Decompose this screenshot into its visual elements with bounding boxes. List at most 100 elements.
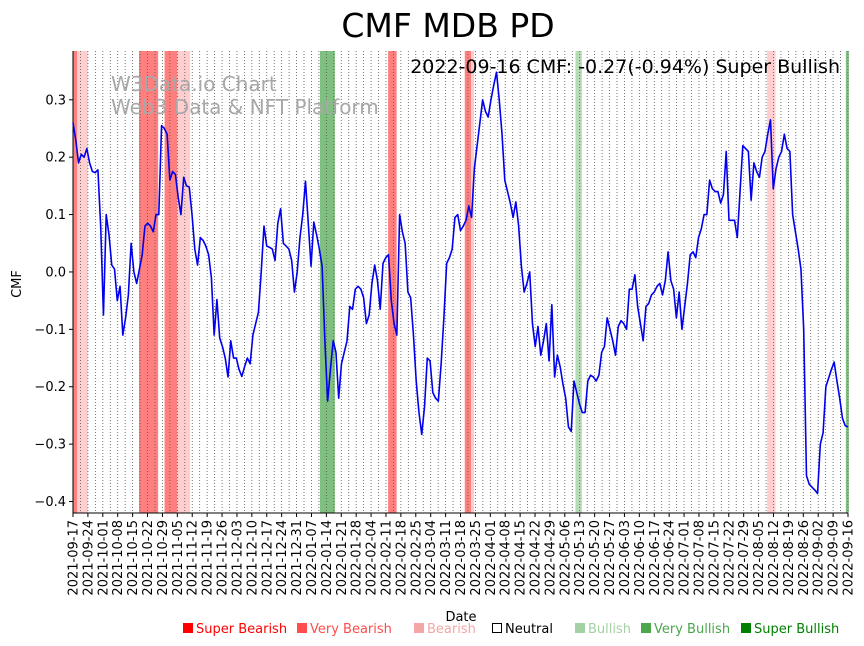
legend-item-bearish: Bearish <box>414 622 476 637</box>
y-tick-label: −0.1 <box>34 323 66 338</box>
x-tick-label: 2022-01-21 <box>335 520 350 596</box>
cmf-series-line <box>72 71 849 495</box>
legend-item-super-bearish: Super Bearish <box>183 622 287 637</box>
x-tick-label: 2022-04-29 <box>543 520 558 596</box>
x-tick-label: 2022-02-18 <box>394 520 409 596</box>
x-tick-label: 2022-06-10 <box>633 520 648 596</box>
watermark-line-2: Web3 Data & NFT Platform <box>111 95 379 119</box>
chart-title: CMF MDB PD <box>341 6 554 45</box>
x-tick-label: 2022-07-22 <box>722 520 737 596</box>
y-tick-label: 0.0 <box>45 265 66 280</box>
legend-swatch <box>297 623 307 633</box>
x-tick-label: 2022-01-28 <box>350 520 365 596</box>
legend-label: Very Bearish <box>310 622 392 637</box>
x-tick-label: 2022-02-11 <box>379 520 394 596</box>
x-tick-label: 2021-10-15 <box>126 520 141 596</box>
y-tick-label: 0.3 <box>45 93 66 108</box>
x-tick-label: 2022-04-01 <box>484 520 499 596</box>
x-tick-label: 2022-05-27 <box>603 520 618 596</box>
legend-swatch <box>492 623 502 633</box>
legend-swatch <box>414 623 424 633</box>
signal-band-bearish <box>177 51 191 513</box>
legend-swatch <box>575 623 585 633</box>
x-tick-label: 2021-12-03 <box>230 520 245 596</box>
x-tick-label: 2021-11-26 <box>216 520 231 596</box>
x-tick-label: 2022-05-13 <box>573 520 588 596</box>
x-tick-label: 2022-09-16 <box>842 520 857 596</box>
x-tick-label: 2022-07-08 <box>692 520 707 596</box>
x-tick-label: 2022-08-26 <box>797 520 812 596</box>
x-axis-label: Date <box>445 610 476 625</box>
legend-item-very-bullish: Very Bullish <box>641 622 730 637</box>
legend-label: Bearish <box>427 622 476 637</box>
legend-label: Bullish <box>588 622 631 637</box>
legend-item-bullish: Bullish <box>575 622 631 637</box>
x-tick-label: 2022-06-17 <box>648 520 663 596</box>
x-tick-label: 2022-03-11 <box>439 520 454 596</box>
y-tick-label: −0.2 <box>34 380 66 395</box>
x-tick-label: 2022-06-24 <box>663 520 678 596</box>
x-tick-label: 2022-03-18 <box>454 520 469 596</box>
legend-swatch <box>741 623 751 633</box>
legend-label: Super Bullish <box>754 622 839 637</box>
signal-band-bullish <box>575 51 582 513</box>
x-tick-label: 2022-08-05 <box>752 520 767 596</box>
x-tick-label: 2021-10-29 <box>156 520 171 596</box>
x-tick-label: 2022-07-15 <box>707 520 722 596</box>
legend-swatch <box>641 623 651 633</box>
x-ticks: 2021-09-17 2021-09-24 2021-10-01 2021-10-08… <box>67 513 857 596</box>
x-tick-label: 2021-12-17 <box>260 520 275 596</box>
chart-subtitle: 2022-09-16 CMF: -0.27(-0.94%) Super Bull… <box>410 56 840 78</box>
x-tick-label: 2022-02-04 <box>365 520 380 596</box>
vertical-gridlines <box>72 51 849 513</box>
signal-bands <box>73 51 849 513</box>
legend-item-very-bearish: Very Bearish <box>297 622 392 637</box>
watermark: W3Data.io Chart Web3 Data & NFT Platform <box>111 72 379 119</box>
legend-item-super-bullish: Super Bullish <box>741 622 839 637</box>
x-tick-label: 2021-10-01 <box>96 520 111 596</box>
signal-band-bearish <box>471 51 475 513</box>
legend-swatch <box>183 623 193 633</box>
signal-band-very-bearish <box>388 51 397 513</box>
x-tick-label: 2022-04-22 <box>529 520 544 596</box>
signal-band-bearish <box>767 51 776 513</box>
x-tick-label: 2022-04-08 <box>499 520 514 596</box>
legend-label: Super Bearish <box>196 622 287 637</box>
x-tick-label: 2021-11-19 <box>201 520 216 596</box>
x-tick-label: 2022-05-20 <box>588 520 603 596</box>
y-axis-label: CMF <box>10 270 25 298</box>
y-tick-label: −0.4 <box>34 495 66 510</box>
x-tick-label: 2022-01-14 <box>320 520 335 596</box>
signal-band-very-bearish <box>73 51 78 513</box>
x-tick-label: 2021-09-17 <box>67 520 82 596</box>
x-tick-label: 2021-10-08 <box>111 520 126 596</box>
x-tick-label: 2022-07-01 <box>678 520 693 596</box>
legend-item-neutral: Neutral <box>492 622 553 637</box>
y-tick-label: 0.1 <box>45 208 66 223</box>
legend: Super Bearish Very Bearish Bearish Neutral B… <box>183 622 839 637</box>
x-tick-label: 2022-05-06 <box>558 520 573 596</box>
legend-label: Very Bullish <box>654 622 730 637</box>
x-tick-label: 2022-02-25 <box>409 520 424 596</box>
y-tick-label: −0.3 <box>34 438 66 453</box>
x-tick-label: 2022-09-09 <box>827 520 842 596</box>
x-tick-label: 2021-11-05 <box>171 520 186 596</box>
y-tick-label: 0.2 <box>45 151 66 166</box>
signal-band-very-bullish <box>319 51 335 513</box>
x-tick-label: 2022-01-07 <box>305 520 320 596</box>
signal-band-very-bullish <box>845 51 849 513</box>
legend-label: Neutral <box>505 622 553 637</box>
y-ticks: −0.4 −0.3 −0.2 −0.1 0.0 0.1 0.2 0.3 <box>34 93 73 510</box>
signal-band-bearish <box>77 51 88 513</box>
x-tick-label: 2021-12-10 <box>245 520 260 596</box>
x-tick-label: 2022-03-04 <box>424 520 439 596</box>
x-tick-label: 2022-07-29 <box>737 520 752 596</box>
x-tick-label: 2021-11-12 <box>186 520 201 596</box>
watermark-line-1: W3Data.io Chart <box>111 72 277 96</box>
x-tick-label: 2021-10-22 <box>141 520 156 596</box>
x-tick-label: 2022-08-19 <box>782 520 797 596</box>
signal-band-very-bearish <box>139 51 159 513</box>
x-tick-label: 2022-08-12 <box>767 520 782 596</box>
x-tick-label: 2021-12-31 <box>290 520 305 596</box>
